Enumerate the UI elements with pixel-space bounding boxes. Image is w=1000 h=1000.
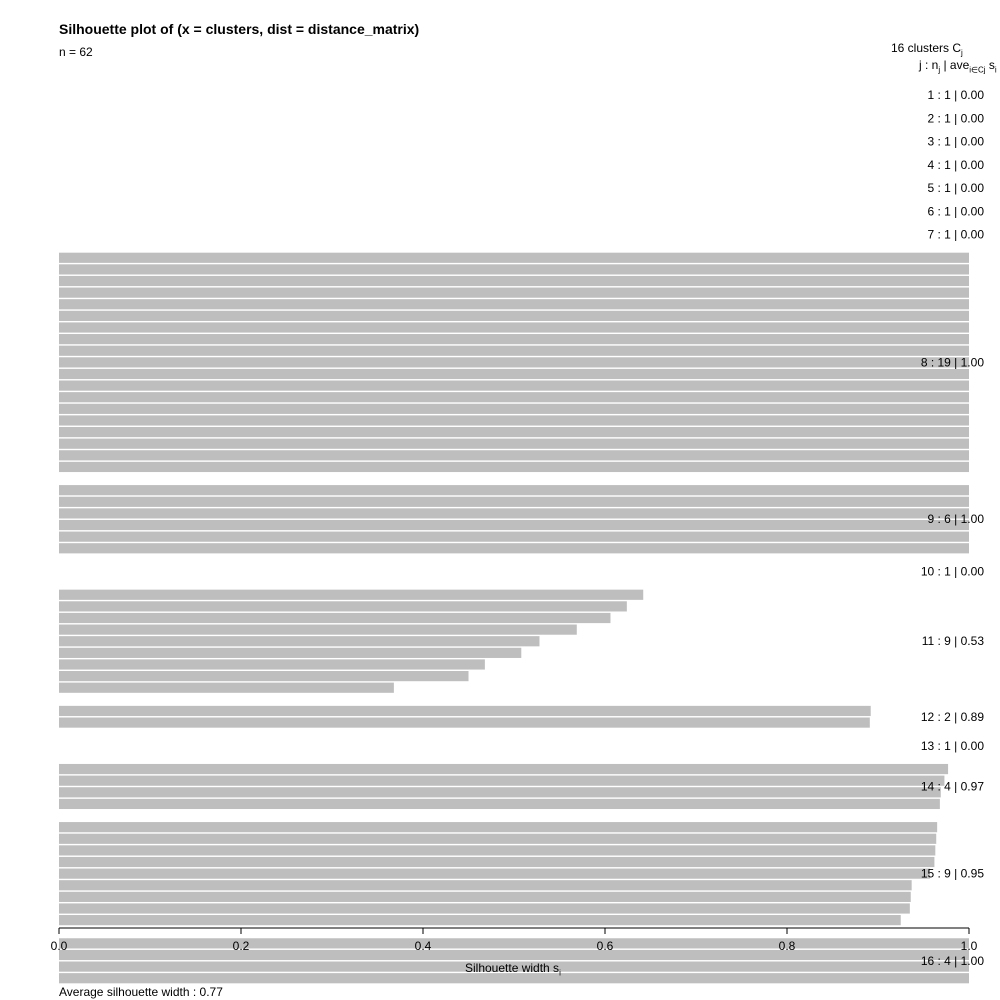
silhouette-bar-c8-9 xyxy=(59,345,969,356)
x-axis-label-subscript: i xyxy=(559,968,561,978)
legend-col-sub1: j xyxy=(938,65,941,75)
silhouette-bar-c15-7 xyxy=(59,891,911,902)
silhouette-bar-c16-2 xyxy=(59,949,969,961)
legend-col-b: | ave xyxy=(940,58,970,72)
silhouette-bar-c12-1 xyxy=(59,705,871,717)
cluster-label-15: 15 : 9 | 0.95 xyxy=(921,867,984,881)
silhouette-bar-c16-4 xyxy=(59,973,969,984)
cluster-count-header: 16 clusters Cj xyxy=(891,41,963,57)
silhouette-bar-c8-17 xyxy=(59,438,969,449)
silhouette-bar-c8-11 xyxy=(59,368,969,380)
x-tick-label-1: 0.2 xyxy=(233,939,250,953)
cluster-labels-group: 1 : 1 | 0.00 2 : 1 | 0.00 3 : 1 | 0.00 4 : … xyxy=(921,88,984,968)
sample-size: n = 62 xyxy=(59,45,93,59)
silhouette-bar-c12-2 xyxy=(59,717,870,728)
cluster-count-subscript: j xyxy=(961,48,963,58)
silhouette-bar-c14-4 xyxy=(59,798,940,810)
silhouette-bar-c15-2 xyxy=(59,833,937,844)
silhouette-bar-c11-8 xyxy=(59,671,469,682)
silhouette-bar-c15-1 xyxy=(59,822,938,833)
legend-column-header: j : nj | avei∈Cj si xyxy=(919,58,997,74)
cluster-label-4: 4 : 1 | 0.00 xyxy=(928,158,985,172)
silhouette-bar-c8-16 xyxy=(59,426,969,438)
cluster-label-8: 8 : 19 | 1.00 xyxy=(921,355,984,369)
x-axis-label-text: Silhouette width s xyxy=(465,961,560,975)
silhouette-bar-c11-6 xyxy=(59,647,522,658)
silhouette-bar-c8-14 xyxy=(59,403,969,414)
silhouette-bar-c15-6 xyxy=(59,880,912,891)
silhouette-bar-c11-4 xyxy=(59,624,577,635)
silhouette-bar-c9-2 xyxy=(59,496,969,507)
x-tick-label-2: 0.4 xyxy=(415,939,432,953)
cluster-label-11: 11 : 9 | 0.53 xyxy=(922,634,985,648)
cluster-label-12: 12 : 2 | 0.89 xyxy=(921,710,984,724)
chart-title: Silhouette plot of (x = clusters, dist =… xyxy=(59,21,420,37)
average-silhouette-width: Average silhouette width : 0.77 xyxy=(59,985,223,999)
x-axis-label: Silhouette width si xyxy=(465,961,561,977)
silhouette-bar-c8-18 xyxy=(59,450,969,461)
silhouette-bar-c8-2 xyxy=(59,264,969,275)
silhouette-bar-c11-5 xyxy=(59,636,540,647)
silhouette-bar-c11-7 xyxy=(59,659,485,670)
silhouette-bar-c14-2 xyxy=(59,775,945,786)
cluster-label-14: 14 : 4 | 0.97 xyxy=(921,779,984,793)
cluster-label-13: 13 : 1 | 0.00 xyxy=(921,739,984,753)
bars-group xyxy=(59,252,969,984)
silhouette-bar-c8-6 xyxy=(59,310,969,321)
cluster-count-text: 16 clusters C xyxy=(891,41,962,55)
legend-col-c: s xyxy=(985,58,995,72)
silhouette-bar-c14-3 xyxy=(59,787,941,798)
silhouette-bar-c8-12 xyxy=(59,380,969,391)
silhouette-bar-c16-1 xyxy=(59,938,969,949)
silhouette-bar-c8-3 xyxy=(59,275,969,287)
silhouette-bar-c8-1 xyxy=(59,252,969,263)
silhouette-bar-c9-3 xyxy=(59,508,969,519)
silhouette-bar-c11-9 xyxy=(59,682,394,693)
silhouette-bar-c8-13 xyxy=(59,392,969,403)
cluster-label-10: 10 : 1 | 0.00 xyxy=(921,565,984,579)
x-tick-label-5: 1.0 xyxy=(961,939,978,953)
legend-col-sub2: i∈Cj xyxy=(969,65,986,75)
silhouette-bar-c11-1 xyxy=(59,589,644,600)
cluster-label-5: 5 : 1 | 0.00 xyxy=(928,181,985,195)
legend-col-a: j : n xyxy=(919,58,939,72)
silhouette-bar-c8-4 xyxy=(59,287,969,298)
silhouette-bar-c8-10 xyxy=(59,357,969,368)
silhouette-bar-c9-6 xyxy=(59,543,969,554)
legend-col-sub3: i xyxy=(994,65,997,75)
silhouette-bar-c9-1 xyxy=(59,485,969,496)
silhouette-bar-c8-7 xyxy=(59,322,969,333)
cluster-label-9: 9 : 6 | 1.00 xyxy=(928,512,985,526)
silhouette-bar-c16-3 xyxy=(59,961,969,972)
silhouette-bar-c15-4 xyxy=(59,856,935,868)
silhouette-bar-c8-8 xyxy=(59,334,969,345)
silhouette-bar-c11-3 xyxy=(59,612,611,624)
cluster-label-3: 3 : 1 | 0.00 xyxy=(928,135,985,149)
silhouette-bar-c15-5 xyxy=(59,868,930,879)
x-tick-label-0: 0.0 xyxy=(51,939,68,953)
silhouette-bar-c14-1 xyxy=(59,763,949,775)
silhouette-bar-c8-5 xyxy=(59,299,969,310)
x-tick-label-4: 0.8 xyxy=(779,939,796,953)
cluster-label-7: 7 : 1 | 0.00 xyxy=(928,228,985,242)
silhouette-bar-c15-3 xyxy=(59,845,936,856)
silhouette-bar-c8-15 xyxy=(59,415,969,426)
x-axis: 0.0 0.2 0.4 0.6 0.8 1.0 xyxy=(51,927,978,953)
silhouette-bar-c11-2 xyxy=(59,601,627,612)
cluster-label-6: 6 : 1 | 0.00 xyxy=(928,204,985,218)
cluster-label-1: 1 : 1 | 0.00 xyxy=(928,88,985,102)
silhouette-bar-c9-5 xyxy=(59,531,969,542)
silhouette-bar-c15-8 xyxy=(59,903,910,914)
x-tick-label-3: 0.6 xyxy=(597,939,614,953)
silhouette-bar-c15-9 xyxy=(59,915,901,926)
silhouette-bar-c8-19 xyxy=(59,461,969,473)
cluster-label-16: 16 : 4 | 1.00 xyxy=(921,954,984,968)
cluster-label-2: 2 : 1 | 0.00 xyxy=(928,111,985,125)
silhouette-bar-c9-4 xyxy=(59,519,969,531)
